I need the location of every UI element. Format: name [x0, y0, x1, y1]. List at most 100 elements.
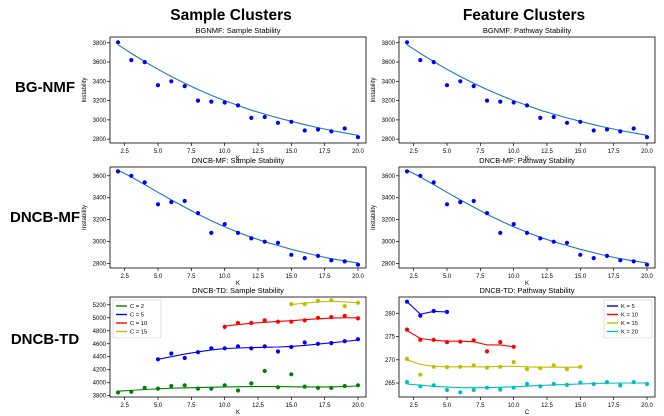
data-point — [484, 98, 490, 103]
chart-dncbtd-sample: DNCB-TD: Sample Stability 2.5 5.0 7.5 10.0 12… — [93, 286, 367, 416]
y-tick-label: 3800 — [382, 41, 396, 47]
data-point — [444, 202, 450, 207]
x-tick-label: 15.0 — [285, 149, 297, 155]
fit-line — [291, 300, 359, 306]
data-point — [578, 380, 583, 385]
data-point — [169, 79, 174, 84]
chart-dncbmf-sample: DNCB-MF: Sample Stability 2.5 5.0 7.5 10.0 12… — [82, 156, 367, 287]
y-tick-label: 4400 — [93, 355, 107, 361]
data-point — [431, 308, 436, 314]
data-point — [431, 383, 436, 388]
data-point — [302, 128, 307, 133]
y-tick-label: 3200 — [93, 218, 107, 224]
data-point — [404, 356, 410, 361]
data-point — [249, 236, 254, 241]
legend-entry: K = 15 — [621, 321, 638, 327]
y-tick-label: 3600 — [382, 174, 396, 180]
data-point — [169, 200, 174, 205]
y-tick-label: 4800 — [93, 329, 107, 335]
data-point — [458, 390, 463, 395]
x-tick-label: 10.0 — [508, 403, 520, 409]
data-point — [471, 338, 476, 343]
data-point — [484, 365, 490, 370]
data-point — [498, 387, 503, 392]
x-tick-label: 12.5 — [541, 149, 553, 155]
data-point — [604, 380, 610, 385]
data-point — [222, 346, 227, 351]
data-point — [262, 318, 267, 323]
data-point — [355, 316, 361, 321]
data-point — [538, 366, 543, 371]
series-main — [115, 169, 361, 267]
fit-line — [406, 359, 581, 368]
data-point — [262, 368, 267, 374]
series-k=15 — [404, 356, 583, 377]
column-header-feature: Feature Clusters — [463, 7, 585, 24]
data-point — [404, 327, 410, 332]
data-point — [631, 126, 636, 131]
data-point — [511, 344, 516, 349]
x-tick-label: 20.0 — [352, 149, 364, 155]
data-point — [458, 364, 463, 369]
data-point — [329, 129, 334, 134]
fit-line — [117, 44, 359, 136]
data-point — [538, 236, 543, 241]
data-point — [155, 202, 161, 207]
data-point — [262, 239, 267, 244]
data-point — [355, 300, 361, 305]
x-tick-label: 20.0 — [352, 274, 364, 280]
x-tick-label: 2.5 — [120, 274, 129, 280]
data-point — [591, 128, 596, 133]
data-point — [578, 364, 583, 369]
series-k=20 — [404, 380, 650, 395]
y-tick-label: 5200 — [93, 303, 107, 309]
data-point — [235, 344, 241, 349]
y-axis-label: Instability — [82, 205, 88, 230]
data-point — [129, 58, 134, 63]
data-point — [329, 385, 334, 390]
data-point — [129, 173, 134, 178]
data-point — [342, 259, 347, 264]
x-tick-label: 17.5 — [608, 274, 620, 280]
data-point — [289, 372, 294, 377]
fit-line — [406, 44, 648, 136]
series-c=15 — [289, 298, 361, 309]
data-point — [484, 211, 490, 216]
data-point — [342, 126, 347, 131]
chart-dncbmf-feature: DNCB-MF: Pathway Stability 2.5 5.0 7.5 10.0 1… — [371, 156, 656, 287]
x-axis-label: K — [525, 281, 529, 287]
legend-box — [112, 299, 162, 339]
y-tick-label: 3200 — [382, 99, 396, 105]
series-main — [115, 40, 361, 140]
data-point — [404, 169, 410, 174]
chart-dncbtd-feature: DNCB-TD: Pathway Stability 2.5 5.0 7.5 10.0 1… — [385, 286, 656, 416]
x-axis-label: C — [525, 410, 530, 416]
fit-line — [406, 301, 448, 315]
x-axis-label: K — [236, 281, 240, 287]
x-tick-label: 2.5 — [120, 403, 129, 409]
data-point — [142, 180, 147, 185]
data-point — [591, 381, 596, 387]
data-point — [129, 389, 134, 394]
chart-title: DNCB-TD: Pathway Stability — [479, 286, 574, 295]
legend: C = 2 C = 5 C = 10 C = 15 — [112, 299, 162, 339]
data-point — [591, 256, 596, 261]
x-tick-label: 17.5 — [608, 403, 620, 409]
x-tick-label: 15.0 — [574, 149, 586, 155]
x-tick-label: 10.0 — [219, 274, 231, 280]
data-point — [329, 315, 334, 320]
fit-line — [157, 339, 359, 360]
data-point — [578, 119, 583, 124]
data-point — [355, 135, 361, 140]
x-tick-label: 12.5 — [541, 274, 553, 280]
data-point — [551, 114, 556, 120]
data-point — [644, 381, 650, 387]
data-point — [249, 381, 254, 386]
y-tick-label: 280 — [385, 311, 396, 317]
data-point — [342, 313, 347, 318]
y-tick-label: 3000 — [93, 118, 107, 124]
y-tick-label: 3000 — [382, 240, 396, 246]
data-point — [458, 200, 463, 205]
data-point — [431, 364, 436, 369]
data-point — [578, 252, 583, 257]
